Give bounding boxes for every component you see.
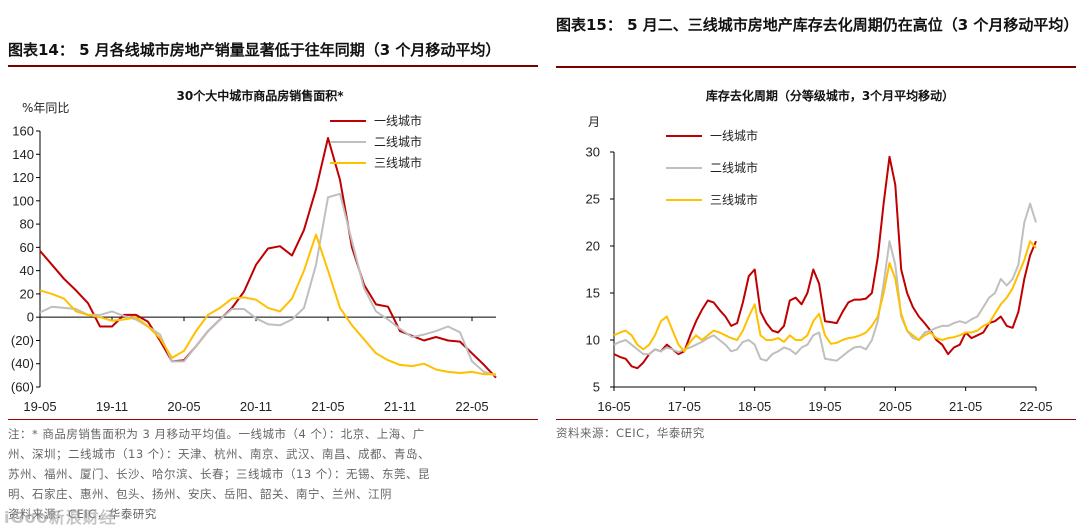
y-axis-unit-label: %年同比	[22, 101, 69, 115]
left-chart: (60) (40) (20) 0 20 40 60 80 100 120 140 160 19-05 19…	[11, 101, 497, 414]
legend-label-2: 二线城市	[374, 134, 422, 149]
y-tick-label: 20	[20, 286, 34, 301]
note-source: 资料来源：CEIC，华泰研究	[8, 507, 157, 521]
y-tick-label: 5	[593, 380, 600, 395]
series-line-3	[613, 240, 1037, 353]
right-title-rule	[556, 66, 1076, 68]
y-tick-label: 40	[20, 263, 34, 278]
x-tick-label: 20-05	[879, 399, 912, 414]
y-tick-label: 30	[586, 145, 600, 160]
y-tick-label: (40)	[11, 356, 34, 371]
left-panel-title: 图表14： 5 月各线城市房地产销量显著低于往年同期（3 个月移动平均）	[8, 41, 501, 59]
legend-label-2: 二线城市	[710, 160, 758, 175]
watermark: iGoo新浪财经	[4, 508, 117, 527]
series-line-2	[613, 202, 1037, 362]
y-tick-label: 15	[586, 286, 600, 301]
legend-label-3: 三线城市	[374, 155, 422, 170]
note-line-4: 明、石家庄、惠州、包头、扬州、安庆、岳阳、韶关、南宁、兰州、江阴	[8, 487, 392, 501]
y-tick-label: 10	[586, 333, 600, 348]
series-line-1	[39, 137, 497, 379]
x-tick-label: 20-11	[240, 399, 272, 414]
x-tick-label: 18-05	[738, 399, 771, 414]
y-tick-label: 20	[586, 239, 600, 254]
x-tick-label: 17-05	[668, 399, 701, 414]
y-tick-label: 80	[20, 217, 34, 232]
legend-label-3: 三线城市	[710, 192, 758, 207]
x-tick-label: 21-11	[384, 399, 416, 414]
x-tick-label: 22-05	[1019, 399, 1052, 414]
y-tick-label: 100	[12, 193, 34, 208]
left-chart-title: 30个大中城市商品房销售面积*	[176, 89, 344, 103]
note-line-3: 苏州、福州、厦门、长沙、哈尔滨、长春；三线城市（13 个）：无锡、东莞、昆	[8, 467, 431, 481]
x-tick-label: 22-05	[455, 399, 488, 414]
y-axis-unit-label: 月	[588, 115, 600, 129]
x-tick-label: 21-05	[311, 399, 344, 414]
legend-label-1: 一线城市	[374, 113, 422, 128]
x-tick-label: 19-05	[23, 399, 56, 414]
x-tick-label: 16-05	[597, 399, 630, 414]
note-line-2: 州、深圳；二线城市（13 个）：天津、杭州、南京、武汉、南昌、成都、青岛、	[8, 447, 431, 461]
y-tick-label: 120	[12, 170, 34, 185]
y-tick-label: 0	[27, 310, 34, 325]
note-line-1: 注：* 商品房销售面积为 3 月移动平均值。一线城市（4 个）：北京、上海、广	[8, 427, 425, 441]
y-tick-label: 160	[12, 124, 34, 139]
y-tick-label: 140	[12, 147, 34, 162]
y-tick-label: (20)	[11, 333, 34, 348]
x-tick-label: 19-11	[96, 399, 128, 414]
right-panel-title: 图表15： 5 月二、三线城市房地产库存去化周期仍在高位（3 个月移动平均）	[556, 16, 1079, 34]
y-tick-label: (60)	[11, 380, 34, 395]
left-title-rule	[8, 65, 538, 67]
x-tick-label: 21-05	[949, 399, 982, 414]
right-source: 资料来源：CEIC，华泰研究	[556, 426, 705, 440]
right-chart: 5 10 15 20 25 30 16-05 17-05 18-05 19-05 20-05 21-0…	[586, 115, 1053, 414]
x-tick-label: 19-05	[808, 399, 841, 414]
legend-label-1: 一线城市	[710, 128, 758, 143]
right-chart-title: 库存去化周期（分等级城市，3个月平均移动）	[705, 89, 955, 103]
right-bottom-rule	[556, 419, 1076, 420]
series-line-3	[39, 233, 496, 376]
x-tick-label: 20-05	[167, 399, 200, 414]
y-tick-label: 60	[20, 240, 34, 255]
series-line-2	[39, 192, 497, 377]
left-bottom-rule	[8, 419, 538, 420]
y-tick-label: 25	[586, 192, 600, 207]
